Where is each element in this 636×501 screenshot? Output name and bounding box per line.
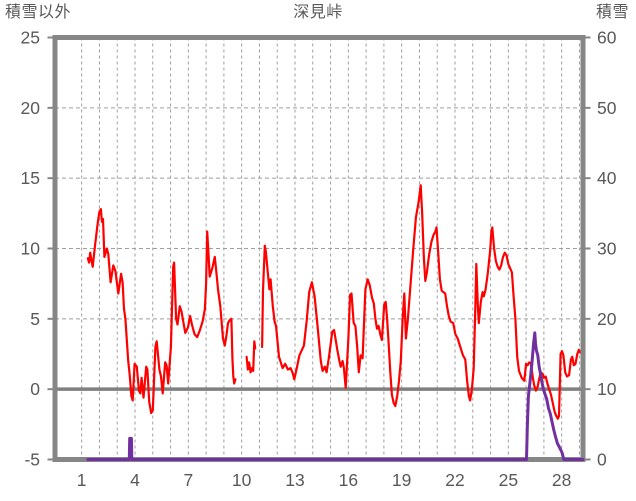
temperature-line [86, 208, 237, 415]
x-axis-tick-label: 19 [392, 470, 411, 490]
x-axis-tick-label: 25 [499, 470, 518, 490]
left-axis-tick-label: -5 [24, 450, 40, 470]
x-axis-tick-label: 13 [285, 470, 304, 490]
left-axis-tick-label: 25 [21, 28, 40, 48]
left-axis-tick-label: 0 [30, 379, 40, 399]
left-axis-title: 積雪以外 [5, 4, 72, 21]
right-axis-tick-label: 10 [597, 379, 617, 399]
right-axis-tick-label: 30 [597, 239, 617, 259]
right-axis-tick-label: 0 [597, 450, 607, 470]
chart-title: 深見峠 [293, 4, 343, 21]
x-axis-tick-label: 28 [552, 470, 571, 490]
x-axis-tick-label: 7 [183, 470, 193, 490]
x-axis-tick-label: 10 [232, 470, 252, 490]
left-axis-tick-label: 10 [21, 239, 41, 259]
x-axis-tick-label: 1 [77, 470, 87, 490]
left-axis-tick-label: 20 [21, 98, 41, 118]
right-axis-tick-label: 60 [597, 28, 617, 48]
right-axis-tick-label: 40 [597, 168, 617, 188]
right-axis-tick-label: 20 [597, 309, 617, 329]
right-axis-title: 積雪 [595, 4, 629, 21]
temperature-line [245, 340, 257, 374]
snow-depth-line [86, 331, 585, 461]
x-axis-tick-label: 16 [339, 470, 358, 490]
left-axis-tick-label: 5 [30, 309, 40, 329]
left-axis-tick-label: 15 [21, 168, 40, 188]
temperature-line [261, 184, 582, 420]
x-axis-tick-label: 22 [445, 470, 464, 490]
right-axis-tick-label: 50 [597, 98, 617, 118]
x-axis-tick-label: 4 [130, 470, 140, 490]
